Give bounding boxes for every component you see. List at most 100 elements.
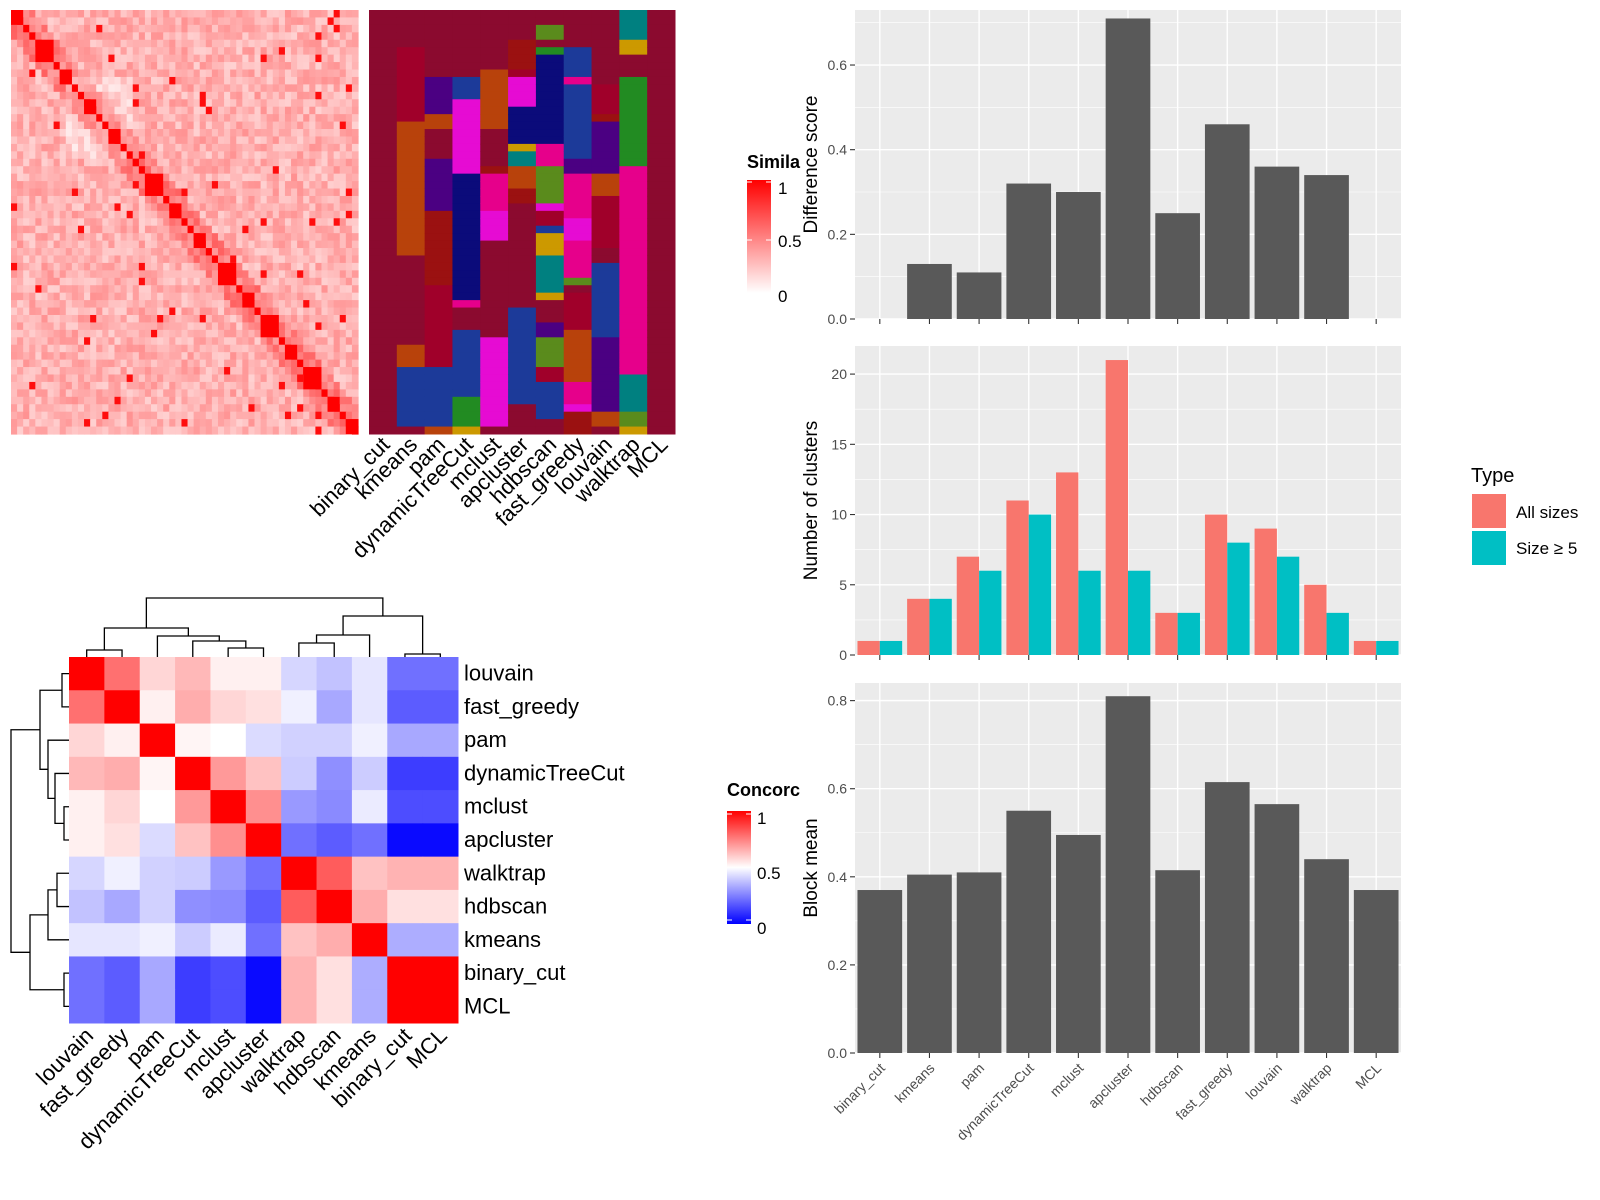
similarity-cell	[181, 136, 189, 145]
similarity-cell	[84, 188, 91, 197]
similarity-cell	[278, 307, 286, 316]
similarity-cell	[248, 121, 256, 130]
concordance-cell	[139, 889, 176, 924]
similarity-cell	[132, 173, 140, 182]
similarity-cell	[266, 114, 274, 123]
similarity-cell	[266, 76, 274, 85]
similarity-cell	[266, 359, 274, 368]
similarity-cell	[71, 181, 79, 190]
similarity-cell	[254, 158, 262, 167]
membership-cell	[480, 181, 509, 190]
similarity-cell	[333, 24, 341, 33]
similarity-cell	[138, 181, 146, 190]
similarity-cell	[181, 233, 189, 242]
similarity-cell	[53, 181, 61, 190]
similarity-cell	[29, 314, 36, 324]
similarity-cell	[266, 337, 274, 346]
similarity-cell	[114, 277, 122, 286]
membership-cell	[452, 411, 481, 420]
similarity-cell	[163, 233, 170, 242]
similarity-cell	[193, 285, 201, 294]
similarity-cell	[345, 10, 353, 19]
membership-cell	[369, 240, 398, 249]
similarity-cell	[17, 344, 24, 353]
similarity-cell	[144, 84, 152, 93]
similarity-cell	[157, 106, 164, 115]
similarity-cell	[23, 381, 30, 390]
similarity-cell	[339, 54, 347, 63]
similarity-cell	[90, 210, 97, 219]
similarity-cell	[291, 39, 298, 48]
membership-cell	[480, 367, 509, 375]
similarity-cell	[236, 99, 243, 108]
concordance-cell	[210, 989, 247, 1024]
similarity-cell	[144, 404, 152, 413]
similarity-cell	[224, 411, 231, 420]
similarity-cell	[230, 166, 237, 175]
y-tick-label: 0.4	[828, 869, 848, 885]
similarity-cell	[90, 426, 97, 435]
membership-cell	[369, 195, 398, 204]
similarity-cell	[211, 173, 219, 182]
membership-cell	[535, 352, 565, 361]
similarity-cell	[254, 203, 262, 212]
similarity-cell	[205, 225, 213, 234]
similarity-cell	[199, 114, 207, 123]
membership-cell	[369, 114, 398, 123]
similarity-block	[345, 419, 358, 434]
similarity-cell	[199, 17, 207, 26]
membership-cell	[369, 270, 398, 279]
similarity-cell	[71, 411, 79, 420]
membership-cell	[619, 121, 648, 130]
similarity-cell	[71, 329, 79, 338]
similarity-cell	[315, 143, 323, 152]
similarity-cell	[303, 344, 310, 353]
similarity-cell	[151, 136, 158, 145]
similarity-cell	[108, 76, 116, 85]
similarity-cell	[333, 381, 341, 390]
similarity-cell	[303, 292, 310, 301]
concordance-cell	[422, 690, 459, 725]
similarity-cell	[193, 39, 201, 48]
similarity-cell	[236, 292, 243, 301]
similarity-cell	[278, 69, 286, 78]
similarity-cell	[339, 300, 347, 309]
similarity-cell	[71, 166, 79, 175]
similarity-cell	[187, 136, 195, 145]
similarity-cell	[284, 248, 292, 257]
similarity-cell	[120, 218, 128, 227]
concordance-cell	[104, 889, 141, 924]
similarity-cell	[242, 195, 250, 204]
concordance-cell	[245, 889, 282, 924]
similarity-cell	[181, 54, 189, 63]
similarity-cell	[345, 106, 353, 115]
type-legend: Type All sizes Size ≥ 5	[1471, 465, 1578, 565]
similarity-cell	[84, 277, 91, 286]
similarity-cell	[315, 84, 323, 93]
similarity-cell	[29, 240, 36, 249]
membership-cell	[647, 84, 676, 93]
similarity-cell	[211, 166, 219, 175]
similarity-cell	[90, 84, 97, 93]
membership-cell	[647, 381, 676, 390]
similarity-cell	[175, 270, 183, 279]
membership-cell	[452, 114, 481, 123]
similarity-cell	[327, 195, 335, 204]
membership-cell	[591, 411, 620, 420]
membership-cell	[535, 173, 565, 182]
similarity-cell	[187, 47, 195, 56]
membership-cell	[480, 47, 509, 56]
similarity-cell	[205, 32, 213, 41]
membership-cell	[591, 62, 620, 71]
similarity-cell	[114, 389, 122, 398]
similarity-cell	[84, 233, 91, 242]
similarity-cell	[260, 54, 268, 63]
similarity-cell	[291, 381, 298, 390]
similarity-cell	[90, 300, 97, 309]
similarity-cell	[193, 225, 201, 234]
membership-cell	[396, 47, 426, 56]
similarity-cell	[242, 47, 250, 56]
similarity-cell	[193, 188, 201, 197]
similarity-cell	[351, 381, 359, 390]
similarity-cell	[315, 99, 323, 108]
